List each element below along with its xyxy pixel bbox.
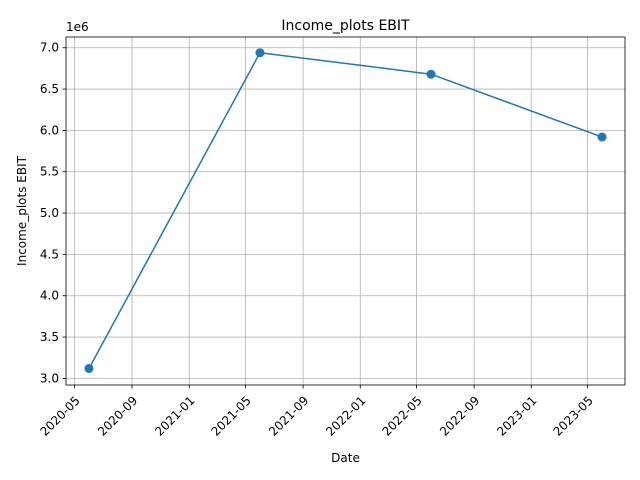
y-axis-title: Income_plots EBIT	[15, 155, 29, 266]
grid	[66, 37, 625, 385]
plot-area-frame	[65, 36, 626, 386]
y-tick-label: 6.0	[40, 123, 59, 137]
y-tick-label: 7.0	[40, 41, 59, 55]
y-axis-offset-label: 1e6	[66, 20, 89, 34]
data-series	[84, 48, 607, 373]
y-tick-label: 3.5	[40, 330, 59, 344]
chart-title: Income_plots EBIT	[281, 18, 410, 34]
y-tick-label: 6.5	[40, 82, 59, 96]
y-tick-label: 4.0	[40, 289, 59, 303]
series-line	[88, 51, 603, 369]
y-tick-label: 5.5	[40, 165, 59, 179]
data-point	[84, 363, 94, 373]
y-tick-label: 4.5	[40, 247, 59, 261]
data-point	[255, 48, 265, 58]
data-point	[597, 132, 607, 142]
x-axis-title: Date	[331, 451, 360, 465]
data-point	[426, 69, 436, 79]
y-tick-label: 3.0	[40, 371, 59, 385]
y-tick-label: 5.0	[40, 206, 59, 220]
